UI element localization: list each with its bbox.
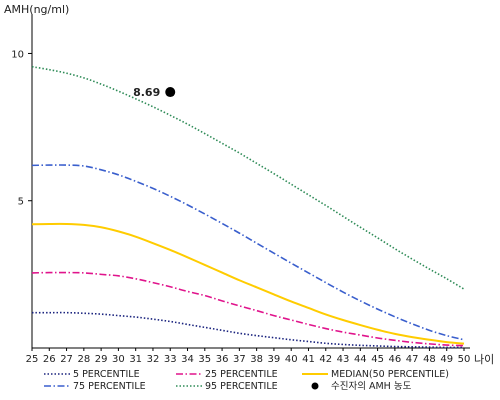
legend-label: 25 PERCENTILE <box>205 369 278 380</box>
patient-amh-value-label: 8.69 <box>133 86 160 99</box>
series-line-5-percentile <box>32 311 465 349</box>
series-line-95-percentile <box>31 65 465 290</box>
x-tick-label: 46 <box>389 354 402 365</box>
y-tick-label: 5 <box>18 197 24 208</box>
x-tick-label: 45 <box>371 354 384 365</box>
x-tick-label: 41 <box>302 354 315 365</box>
x-tick-label: 36 <box>216 354 229 365</box>
x-tick-label: 50 <box>458 354 471 365</box>
series-line-median-50-percentile <box>31 222 465 345</box>
patient-amh-point <box>165 87 176 98</box>
x-tick-label: 27 <box>60 354 73 365</box>
legend-label: 수진자의 AMH 농도 <box>331 381 412 392</box>
x-tick-label: 35 <box>198 354 211 365</box>
x-tick-label: 26 <box>43 354 56 365</box>
x-tick-label: 32 <box>147 354 160 365</box>
series-line-75-percentile <box>31 164 465 341</box>
x-tick-label: 29 <box>95 354 108 365</box>
x-tick-label: 34 <box>181 354 194 365</box>
legend-label: MEDIAN(50 PERCENTILE) <box>331 369 449 380</box>
x-tick-label: 39 <box>268 354 281 365</box>
x-tick-label: 30 <box>112 354 125 365</box>
x-tick-label: 47 <box>406 354 419 365</box>
series-line-25-percentile <box>31 271 465 347</box>
x-tick-label: 43 <box>337 354 350 365</box>
x-tick-label: 25 <box>26 354 39 365</box>
x-tick-label: 28 <box>77 354 90 365</box>
x-tick-label: 42 <box>319 354 332 365</box>
legend-label: 75 PERCENTILE <box>73 381 146 392</box>
legend-label: 5 PERCENTILE <box>73 369 140 380</box>
x-tick-label: 38 <box>250 354 263 365</box>
legend-label: 95 PERCENTILE <box>205 381 278 392</box>
x-tick-label: 49 <box>440 354 453 365</box>
x-axis-label: 나이 <box>474 353 494 366</box>
x-tick-label: 44 <box>354 354 367 365</box>
x-tick-label: 31 <box>129 354 142 365</box>
x-tick-label: 33 <box>164 354 177 365</box>
legend: 5 PERCENTILE 25 PERCENTILE MEDIAN(50 PERCE… <box>44 369 449 392</box>
y-tick-label: 10 <box>11 49 24 60</box>
x-tick-label: 48 <box>423 354 436 365</box>
x-tick-label: 37 <box>233 354 246 365</box>
x-tick-label: 40 <box>285 354 298 365</box>
y-axis-label: AMH(ng/ml) <box>4 3 69 16</box>
legend-point-marker <box>311 382 319 390</box>
